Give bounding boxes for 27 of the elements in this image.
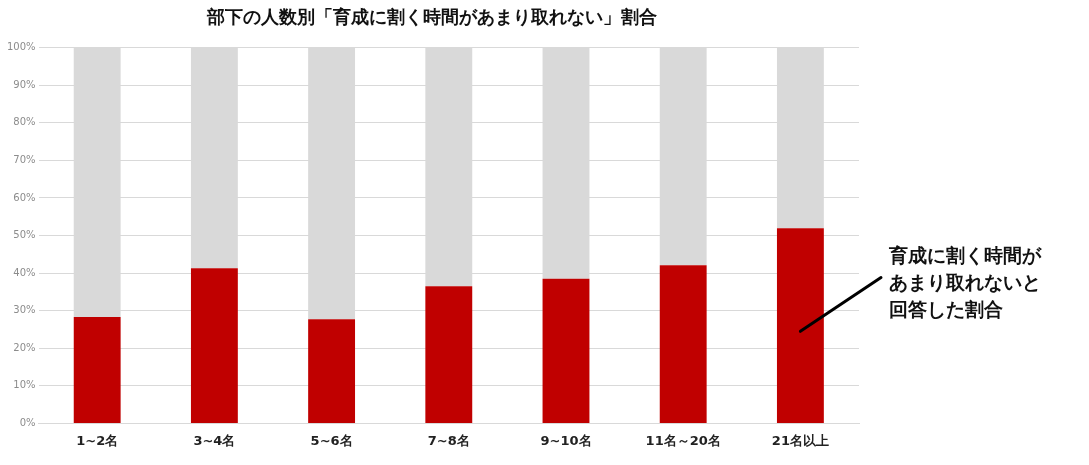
x-tick-label: 7~8名 [427,432,470,448]
y-tick-label: 40% [13,266,36,278]
y-tick-label: 30% [13,304,36,316]
bar [659,265,707,423]
bar [425,286,473,423]
chart-title: 部下の人数別「育成に割く時間があまり取れない」割合 [205,6,657,28]
y-tick-label: 20% [13,341,36,353]
y-tick-label: 60% [13,191,36,203]
y-tick-label: 90% [13,78,36,90]
y-tick-label: 10% [13,379,36,391]
x-tick-label: 3~4名 [193,432,236,448]
y-tick-label: 80% [13,116,36,128]
x-tick-label: 11名～20名 [645,432,721,448]
y-tick-label: 50% [13,229,36,241]
bar [190,268,238,423]
x-tick-label: 21名以上 [771,432,829,448]
text: 育成に割く時間があまり取れないと回答した割合 [888,244,1042,321]
bar [73,317,121,423]
y-tick-label: 70% [13,153,36,165]
bar [776,228,824,423]
x-tick-label: 1~2名 [76,432,119,448]
y-tick-label: 100% [7,41,36,53]
x-tick-label: 5~6名 [310,432,353,448]
bar [308,319,356,423]
x-tick-label: 9~10名 [540,432,592,448]
y-tick-label: 0% [19,416,36,428]
bar [542,278,590,423]
